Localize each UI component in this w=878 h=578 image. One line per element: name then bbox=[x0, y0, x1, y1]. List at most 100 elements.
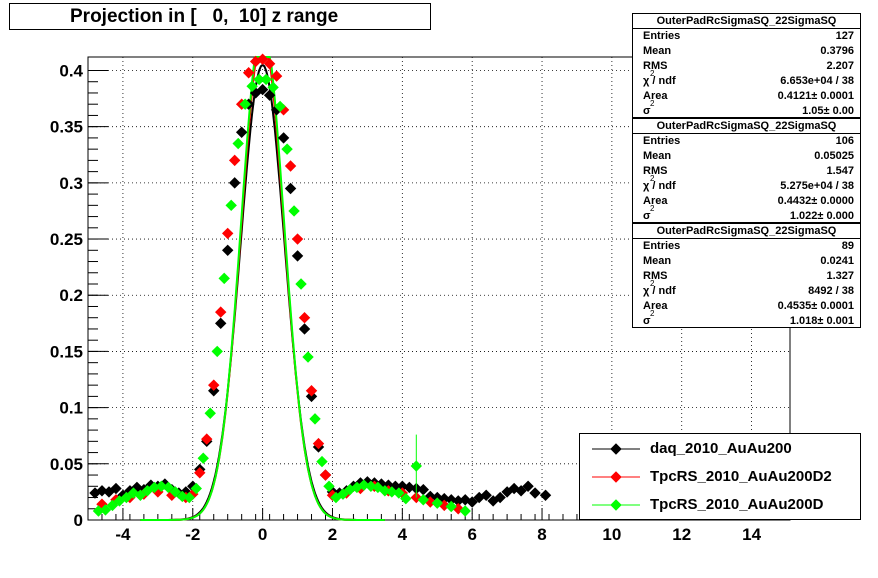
stats-row-area: Area 0.4432± 0.0000 bbox=[633, 194, 860, 209]
stats-row-chi2: χ / ndf 2 5.275e+04 / 38 bbox=[633, 174, 860, 194]
stats-row-area: Area 0.4535± 0.0001 bbox=[633, 299, 860, 314]
stats-key: Area bbox=[643, 300, 668, 312]
data-point bbox=[358, 479, 370, 491]
data-point bbox=[221, 227, 234, 240]
stats-value: 89 bbox=[841, 240, 854, 252]
stats-row-rms: RMS 2.207 bbox=[633, 59, 860, 74]
data-point bbox=[235, 126, 248, 139]
stats-value: 0.4432± 0.0000 bbox=[777, 195, 854, 207]
data-point bbox=[190, 482, 202, 495]
data-point bbox=[410, 460, 423, 472]
data-point bbox=[291, 250, 304, 262]
legend-label: TpcRS_2010_AuAu200D bbox=[650, 496, 824, 513]
data-point bbox=[365, 480, 377, 492]
stats-superscript: 2 bbox=[650, 69, 655, 78]
data-point bbox=[302, 351, 314, 363]
stats-row-mean: Mean 0.3796 bbox=[633, 44, 860, 59]
data-point bbox=[529, 487, 541, 499]
stats-superscript: 2 bbox=[650, 309, 655, 318]
stats-value: 1.022± 0.000 bbox=[789, 210, 854, 222]
data-point bbox=[155, 480, 168, 492]
data-point bbox=[96, 485, 108, 497]
stats-row-chi2: χ / ndf 2 6.653e+04 / 38 bbox=[633, 69, 860, 89]
x-tick-label: 8 bbox=[537, 525, 546, 544]
data-point bbox=[270, 70, 283, 82]
stats-value: 0.4535± 0.0001 bbox=[777, 300, 854, 312]
stats-value: 2.207 bbox=[826, 60, 854, 72]
plot-axes: -4 -2 0 2 4 6 8 10 12 14 0 0.05 0.1 0.15 0.2 0.25 0.3 0.3… bbox=[50, 61, 774, 544]
data-point bbox=[539, 489, 552, 501]
stats-value: 1.05± 0.00 bbox=[802, 105, 854, 117]
stats-key: Mean bbox=[643, 150, 672, 162]
data-point bbox=[298, 312, 311, 324]
stats-row-entries: Entries 89 bbox=[633, 239, 860, 254]
stats-key: σ bbox=[643, 105, 651, 117]
data-point bbox=[215, 306, 227, 318]
data-point bbox=[515, 485, 527, 497]
y-tick-label: 0.3 bbox=[59, 174, 83, 193]
y-tick-label: 0.2 bbox=[59, 286, 83, 305]
stats-value: 8492 / 38 bbox=[808, 285, 854, 297]
data-point bbox=[194, 467, 206, 479]
x-tick-label: 4 bbox=[398, 525, 408, 544]
stats-superscript: 2 bbox=[650, 174, 655, 183]
data-point bbox=[459, 505, 471, 517]
stats-row-area: Area 0.4121± 0.0001 bbox=[633, 89, 860, 104]
stats-row-entries: Entries 127 bbox=[633, 29, 860, 44]
data-point bbox=[256, 53, 269, 65]
data-point bbox=[319, 469, 332, 481]
data-point bbox=[169, 486, 182, 498]
data-point bbox=[386, 486, 398, 498]
data-point bbox=[176, 490, 189, 503]
stats-row-sigma: σ 2 1.022± 0.000 bbox=[633, 204, 860, 224]
data-points bbox=[89, 53, 552, 517]
data-point bbox=[221, 244, 234, 256]
data-point bbox=[403, 481, 416, 494]
data-point bbox=[211, 345, 223, 358]
data-point bbox=[277, 132, 290, 144]
data-point bbox=[323, 480, 335, 492]
legend-entry-tpcrs-d2: TpcRS_2010_AuAu200D2 bbox=[580, 464, 860, 490]
data-point bbox=[208, 379, 220, 391]
stats-row-rms: RMS 1.547 bbox=[633, 164, 860, 179]
data-point bbox=[225, 199, 237, 212]
x-tick-label: 10 bbox=[602, 525, 621, 544]
data-point bbox=[218, 272, 230, 285]
stats-value: 6.653e+04 / 38 bbox=[780, 75, 854, 87]
y-tick-label: 0.25 bbox=[50, 230, 83, 249]
stats-value: 0.0241 bbox=[820, 255, 854, 267]
stats-value: 1.547 bbox=[826, 165, 854, 177]
data-point bbox=[309, 413, 321, 425]
stats-key: Mean bbox=[643, 45, 672, 57]
data-point bbox=[312, 437, 325, 450]
data-point bbox=[134, 489, 147, 501]
legend-label: daq_2010_AuAu200 bbox=[650, 440, 792, 457]
stats-key: σ bbox=[643, 210, 651, 222]
data-point bbox=[400, 492, 412, 505]
legend-entry-daq: daq_2010_AuAu200 bbox=[580, 436, 860, 462]
stats-row-mean: Mean 0.0241 bbox=[633, 254, 860, 269]
data-point bbox=[494, 491, 506, 504]
stats-title: OuterPadRcSigmaSQ_22SigmaSQ bbox=[633, 119, 860, 134]
stats-value: 0.05025 bbox=[814, 150, 854, 162]
stats-row-rms: RMS 1.327 bbox=[633, 269, 860, 284]
stats-box: OuterPadRcSigmaSQ_22SigmaSQ Entries 127 Mea… bbox=[632, 13, 861, 118]
stats-row-sigma: σ 2 1.05± 0.00 bbox=[633, 99, 860, 119]
stats-superscript: 2 bbox=[650, 99, 655, 108]
data-point bbox=[291, 233, 304, 245]
stats-value: 1.327 bbox=[826, 270, 854, 282]
data-point bbox=[417, 494, 429, 506]
stats-key: χ / ndf bbox=[643, 180, 676, 192]
stats-value: 0.4121± 0.0001 bbox=[777, 90, 854, 102]
stats-row-sigma: σ 2 1.018± 0.001 bbox=[633, 309, 860, 329]
data-point bbox=[201, 433, 213, 445]
stats-value: 106 bbox=[835, 135, 854, 147]
stats-value: 127 bbox=[835, 30, 854, 42]
stats-key: Entries bbox=[643, 30, 681, 42]
data-point bbox=[274, 100, 286, 113]
stats-value: 1.018± 0.001 bbox=[789, 315, 854, 327]
stats-key: Area bbox=[643, 195, 668, 207]
data-point bbox=[228, 154, 241, 167]
stats-row-chi2: χ / ndf 2 8492 / 38 bbox=[633, 279, 860, 299]
legend: daq_2010_AuAu200 TpcRS_2010_AuAu200D2 Tp… bbox=[579, 433, 861, 520]
